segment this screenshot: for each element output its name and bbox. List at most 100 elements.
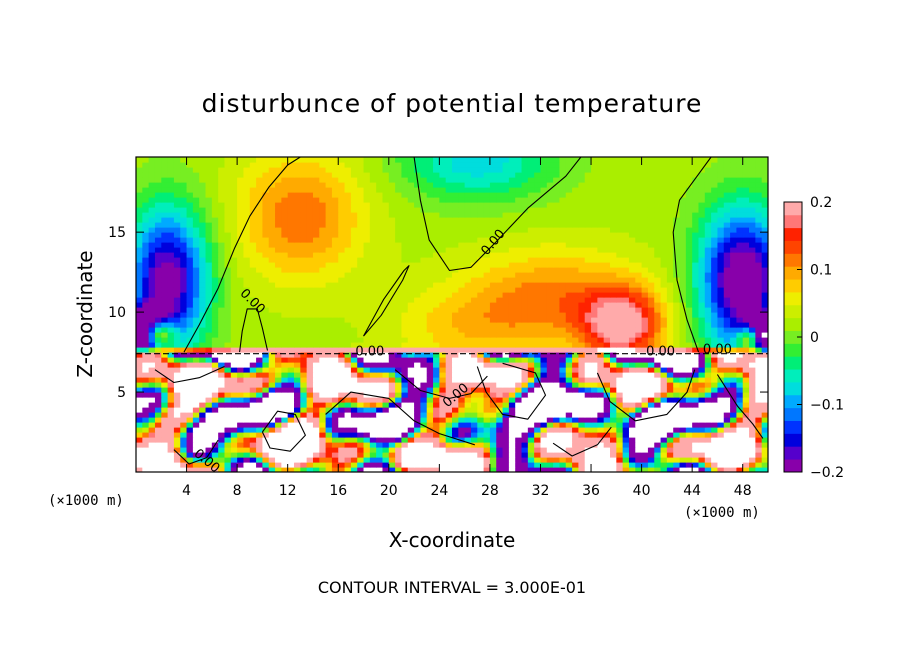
heatmap-cell: [565, 322, 573, 328]
heatmap-cell: [527, 272, 535, 278]
heatmap-cell: [470, 277, 478, 283]
heatmap-cell: [388, 377, 396, 383]
heatmap-cell: [388, 427, 396, 433]
heatmap-cell: [148, 442, 156, 448]
heatmap-cell: [641, 302, 649, 308]
heatmap-cell: [584, 317, 592, 323]
heatmap-cell: [477, 222, 485, 228]
heatmap-cell: [224, 437, 232, 443]
heatmap-cell: [433, 457, 440, 463]
heatmap-cell: [294, 232, 301, 238]
heatmap-cell: [502, 227, 510, 233]
heatmap-cell: [736, 337, 744, 343]
heatmap-cell: [363, 382, 371, 388]
heatmap-cell: [230, 332, 238, 338]
heatmap-cell: [186, 327, 194, 333]
heatmap-cell: [628, 312, 636, 318]
heatmap-cell: [161, 447, 169, 453]
heatmap-cell: [673, 417, 681, 423]
heatmap-cell: [553, 327, 561, 333]
heatmap-cell: [723, 227, 731, 233]
heatmap-cell: [395, 322, 403, 328]
heatmap-cell: [755, 422, 763, 428]
heatmap-cell: [641, 227, 649, 233]
heatmap-cell: [357, 387, 365, 393]
heatmap-cell: [603, 447, 611, 453]
heatmap-cell: [489, 402, 497, 408]
heatmap-cell: [654, 437, 662, 443]
heatmap-cell: [742, 257, 750, 263]
heatmap-cell: [262, 277, 270, 283]
heatmap-cell: [256, 422, 263, 428]
heatmap-cell: [521, 427, 529, 433]
heatmap-cell: [673, 297, 681, 303]
heatmap-cell: [338, 377, 346, 383]
heatmap-cell: [369, 462, 377, 468]
heatmap-cell: [698, 347, 706, 353]
heatmap-cell: [275, 352, 282, 358]
heatmap-cell: [350, 327, 358, 333]
heatmap-cell: [477, 417, 485, 423]
heatmap-cell: [357, 332, 365, 338]
heatmap-cell: [502, 407, 510, 413]
heatmap-cell: [319, 322, 327, 328]
heatmap-cell: [755, 247, 763, 253]
heatmap-cell: [477, 412, 485, 418]
heatmap-cell: [439, 437, 447, 443]
heatmap-cell: [730, 332, 737, 338]
heatmap-cell: [161, 387, 169, 393]
heatmap-cell: [502, 297, 510, 303]
heatmap-cell: [616, 422, 624, 428]
heatmap-cell: [622, 412, 630, 418]
heatmap-cell: [167, 292, 175, 298]
heatmap-cell: [154, 467, 162, 472]
heatmap-cell: [673, 387, 681, 393]
heatmap-cell: [180, 402, 188, 408]
heatmap-cell: [559, 272, 567, 278]
heatmap-cell: [161, 302, 169, 308]
heatmap-cell: [243, 352, 251, 358]
heatmap-cell: [591, 447, 598, 453]
heatmap-cell: [414, 407, 421, 413]
heatmap-cell: [148, 417, 156, 423]
heatmap-cell: [395, 337, 403, 343]
heatmap-cell: [521, 362, 529, 368]
heatmap-cell: [148, 237, 156, 243]
heatmap-cell: [180, 342, 188, 348]
heatmap-cell: [515, 397, 523, 403]
heatmap-cell: [628, 382, 636, 388]
heatmap-cell: [622, 242, 630, 248]
heatmap-cell: [647, 432, 655, 438]
heatmap-cell: [489, 312, 497, 318]
heatmap-cell: [205, 457, 213, 463]
heatmap-cell: [521, 432, 529, 438]
heatmap-cell: [407, 287, 415, 293]
heatmap-cell: [540, 352, 548, 358]
heatmap-cell: [148, 322, 156, 328]
heatmap-cell: [268, 412, 276, 418]
heatmap-cell: [458, 237, 466, 243]
heatmap-cell: [749, 417, 756, 423]
heatmap-cell: [136, 357, 143, 363]
heatmap-cell: [534, 272, 542, 278]
heatmap-cell: [148, 267, 156, 273]
heatmap-cell: [597, 342, 605, 348]
heatmap-cell: [692, 447, 700, 453]
heatmap-cell: [489, 347, 497, 353]
heatmap-cell: [711, 442, 719, 448]
heatmap-cell: [534, 292, 542, 298]
heatmap-cell: [496, 262, 504, 268]
heatmap-cell: [306, 317, 314, 323]
heatmap-cell: [464, 372, 472, 378]
heatmap-cell: [496, 387, 504, 393]
heatmap-cell: [540, 382, 548, 388]
heatmap-cell: [433, 292, 440, 298]
heatmap-cell: [420, 392, 428, 398]
heatmap-cell: [635, 242, 643, 248]
heatmap-cell: [199, 317, 207, 323]
heatmap-cell: [464, 297, 472, 303]
heatmap-cell: [388, 467, 396, 472]
heatmap-cell: [496, 257, 504, 263]
heatmap-cell: [161, 442, 169, 448]
heatmap-cell: [496, 462, 504, 468]
